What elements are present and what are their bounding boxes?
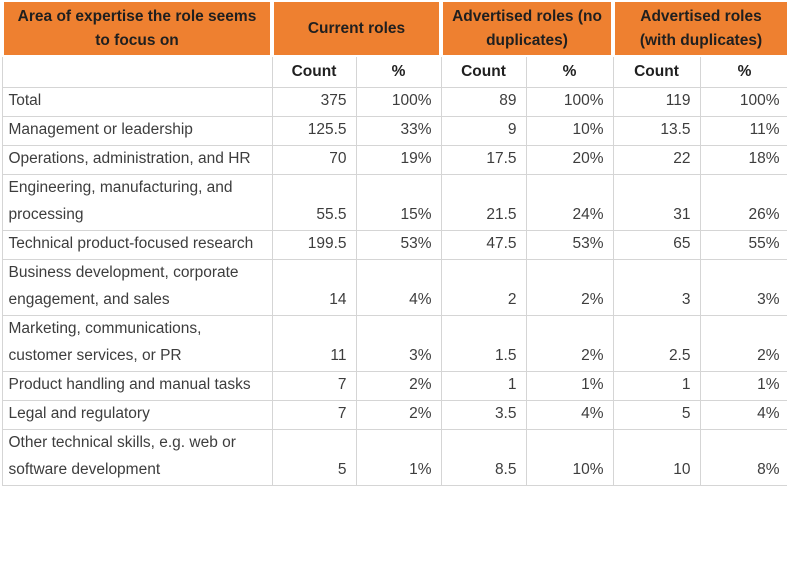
- row-label: Management or leadership: [1, 116, 273, 147]
- table-row: Legal and regulatory 7 2% 3.5 4% 5 4%: [1, 399, 787, 430]
- cell-value: 199.5: [271, 229, 357, 260]
- cell-value: 15%: [355, 174, 442, 231]
- cell-value: 31: [612, 174, 701, 231]
- cell-value: 65: [612, 229, 701, 260]
- column-group-advertised-no-duplicates: Advertised roles (no duplicates): [439, 0, 615, 57]
- cell-value: 53%: [525, 229, 614, 260]
- row-label: Marketing, communications, customer serv…: [1, 314, 273, 372]
- cell-value: 100%: [355, 87, 442, 118]
- cell-value: 89: [440, 87, 527, 118]
- table-row: Operations, administration, and HR 70 19…: [1, 145, 787, 176]
- cell-value: 11%: [699, 116, 787, 147]
- cell-value: 22: [612, 145, 701, 176]
- cell-value: 2%: [525, 314, 614, 372]
- column-group-advertised-with-duplicates: Advertised roles (with duplicates): [611, 0, 787, 57]
- cell-value: 21.5: [440, 174, 527, 231]
- cell-value: 3%: [355, 314, 442, 372]
- cell-value: 55%: [699, 229, 787, 260]
- cell-value: 5: [612, 399, 701, 430]
- cell-value: 100%: [525, 87, 614, 118]
- cell-value: 47.5: [440, 229, 527, 260]
- cell-value: 18%: [699, 145, 787, 176]
- cell-value: 10: [612, 428, 701, 486]
- cell-value: 2%: [699, 314, 787, 372]
- row-label: Engineering, manufacturing, and processi…: [1, 174, 273, 231]
- cell-value: 19%: [355, 145, 442, 176]
- cell-value: 4%: [355, 258, 442, 316]
- row-label: Business development, corporate engageme…: [1, 258, 273, 316]
- cell-value: 1.5: [440, 314, 527, 372]
- percent-header-with-duplicates: %: [699, 55, 787, 89]
- cell-value: 7: [271, 370, 357, 401]
- cell-value: 9: [440, 116, 527, 147]
- cell-value: 20%: [525, 145, 614, 176]
- cell-value: 119: [612, 87, 701, 118]
- cell-value: 24%: [525, 174, 614, 231]
- cell-value: 55.5: [271, 174, 357, 231]
- count-header-no-duplicates: Count: [440, 55, 527, 89]
- cell-value: 125.5: [271, 116, 357, 147]
- table-row: Business development, corporate engageme…: [1, 258, 787, 316]
- table-row: Management or leadership 125.5 33% 9 10%…: [1, 116, 787, 147]
- cell-value: 2: [440, 258, 527, 316]
- table-row: Product handling and manual tasks 7 2% 1…: [1, 370, 787, 401]
- cell-value: 4%: [699, 399, 787, 430]
- expertise-table: Area of expertise the role seems to focu…: [0, 0, 787, 486]
- cell-value: 100%: [699, 87, 787, 118]
- cell-value: 5: [271, 428, 357, 486]
- table-row: Technical product-focused research 199.5…: [1, 229, 787, 260]
- row-label: Total: [1, 87, 273, 118]
- cell-value: 13.5: [612, 116, 701, 147]
- cell-value: 10%: [525, 428, 614, 486]
- table-row: Engineering, manufacturing, and processi…: [1, 174, 787, 231]
- empty-subheader: [1, 55, 273, 89]
- cell-value: 7: [271, 399, 357, 430]
- cell-value: 1: [440, 370, 527, 401]
- cell-value: 3%: [699, 258, 787, 316]
- table-row: Other technical skills, e.g. web or soft…: [1, 428, 787, 486]
- cell-value: 26%: [699, 174, 787, 231]
- corner-header: Area of expertise the role seems to focu…: [0, 0, 274, 57]
- cell-value: 8.5: [440, 428, 527, 486]
- cell-value: 2%: [355, 370, 442, 401]
- group-header-row: Area of expertise the role seems to focu…: [0, 0, 787, 57]
- row-label: Other technical skills, e.g. web or soft…: [1, 428, 273, 486]
- row-label: Product handling and manual tasks: [1, 370, 273, 401]
- cell-value: 4%: [525, 399, 614, 430]
- percent-header-current: %: [355, 55, 442, 89]
- count-header-current: Count: [271, 55, 357, 89]
- cell-value: 2.5: [612, 314, 701, 372]
- sub-header-row: Count % Count % Count %: [1, 55, 787, 89]
- percent-header-no-duplicates: %: [525, 55, 614, 89]
- cell-value: 17.5: [440, 145, 527, 176]
- row-label: Technical product-focused research: [1, 229, 273, 260]
- cell-value: 1%: [699, 370, 787, 401]
- cell-value: 1%: [355, 428, 442, 486]
- cell-value: 8%: [699, 428, 787, 486]
- cell-value: 11: [271, 314, 357, 372]
- cell-value: 375: [271, 87, 357, 118]
- row-label: Operations, administration, and HR: [1, 145, 273, 176]
- cell-value: 70: [271, 145, 357, 176]
- cell-value: 33%: [355, 116, 442, 147]
- table-row: Marketing, communications, customer serv…: [1, 314, 787, 372]
- count-header-with-duplicates: Count: [612, 55, 701, 89]
- row-label: Legal and regulatory: [1, 399, 273, 430]
- cell-value: 2%: [525, 258, 614, 316]
- cell-value: 3: [612, 258, 701, 316]
- cell-value: 14: [271, 258, 357, 316]
- cell-value: 2%: [355, 399, 442, 430]
- column-group-current-roles: Current roles: [270, 0, 443, 57]
- cell-value: 53%: [355, 229, 442, 260]
- cell-value: 10%: [525, 116, 614, 147]
- cell-value: 1%: [525, 370, 614, 401]
- table-row: Total 375 100% 89 100% 119 100%: [1, 87, 787, 118]
- cell-value: 1: [612, 370, 701, 401]
- cell-value: 3.5: [440, 399, 527, 430]
